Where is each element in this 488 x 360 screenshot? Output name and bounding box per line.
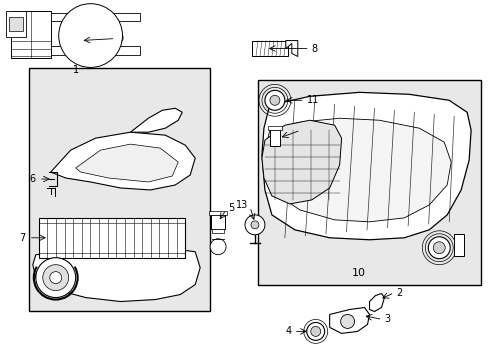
Bar <box>267 126 281 130</box>
Polygon shape <box>285 41 297 57</box>
Circle shape <box>244 215 264 235</box>
Bar <box>209 211 226 215</box>
Text: 3: 3 <box>384 314 390 324</box>
Bar <box>51 45 140 55</box>
Polygon shape <box>76 144 178 182</box>
Circle shape <box>66 12 114 59</box>
Bar <box>258 80 480 285</box>
Circle shape <box>310 327 320 336</box>
Text: 6: 6 <box>30 174 36 184</box>
Bar <box>51 13 140 21</box>
Text: 8: 8 <box>311 44 317 54</box>
Text: 11: 11 <box>306 95 318 105</box>
Text: 12: 12 <box>302 125 314 135</box>
Circle shape <box>306 323 324 340</box>
Bar <box>212 229 224 233</box>
Text: 7: 7 <box>20 233 26 243</box>
Text: 5: 5 <box>227 203 234 213</box>
Circle shape <box>269 95 279 105</box>
Text: 10: 10 <box>351 268 365 278</box>
Text: 1: 1 <box>72 66 79 76</box>
Circle shape <box>36 258 76 298</box>
Bar <box>251 41 287 57</box>
Bar <box>39 218 185 258</box>
Polygon shape <box>329 307 369 333</box>
Polygon shape <box>265 118 450 222</box>
Bar <box>211 215 224 229</box>
Bar <box>9 17 23 31</box>
Bar <box>269 130 279 146</box>
Text: 9: 9 <box>117 33 123 44</box>
Bar <box>29 68 210 311</box>
Circle shape <box>432 242 444 254</box>
Text: 13: 13 <box>235 200 247 210</box>
Polygon shape <box>130 108 182 132</box>
Circle shape <box>250 221 259 229</box>
Text: 4: 4 <box>285 327 291 336</box>
Polygon shape <box>262 120 341 204</box>
Circle shape <box>264 90 285 110</box>
Circle shape <box>427 237 449 259</box>
Circle shape <box>340 315 354 328</box>
Circle shape <box>73 18 108 54</box>
Circle shape <box>210 239 225 255</box>
Text: 2: 2 <box>396 288 402 298</box>
Circle shape <box>59 4 122 67</box>
Polygon shape <box>33 246 200 302</box>
Bar <box>11 11 51 58</box>
Bar <box>6 11 26 37</box>
Circle shape <box>50 272 61 284</box>
Polygon shape <box>51 132 195 190</box>
Bar <box>453 234 463 256</box>
Polygon shape <box>262 92 470 240</box>
Polygon shape <box>369 293 384 311</box>
Circle shape <box>42 265 68 291</box>
